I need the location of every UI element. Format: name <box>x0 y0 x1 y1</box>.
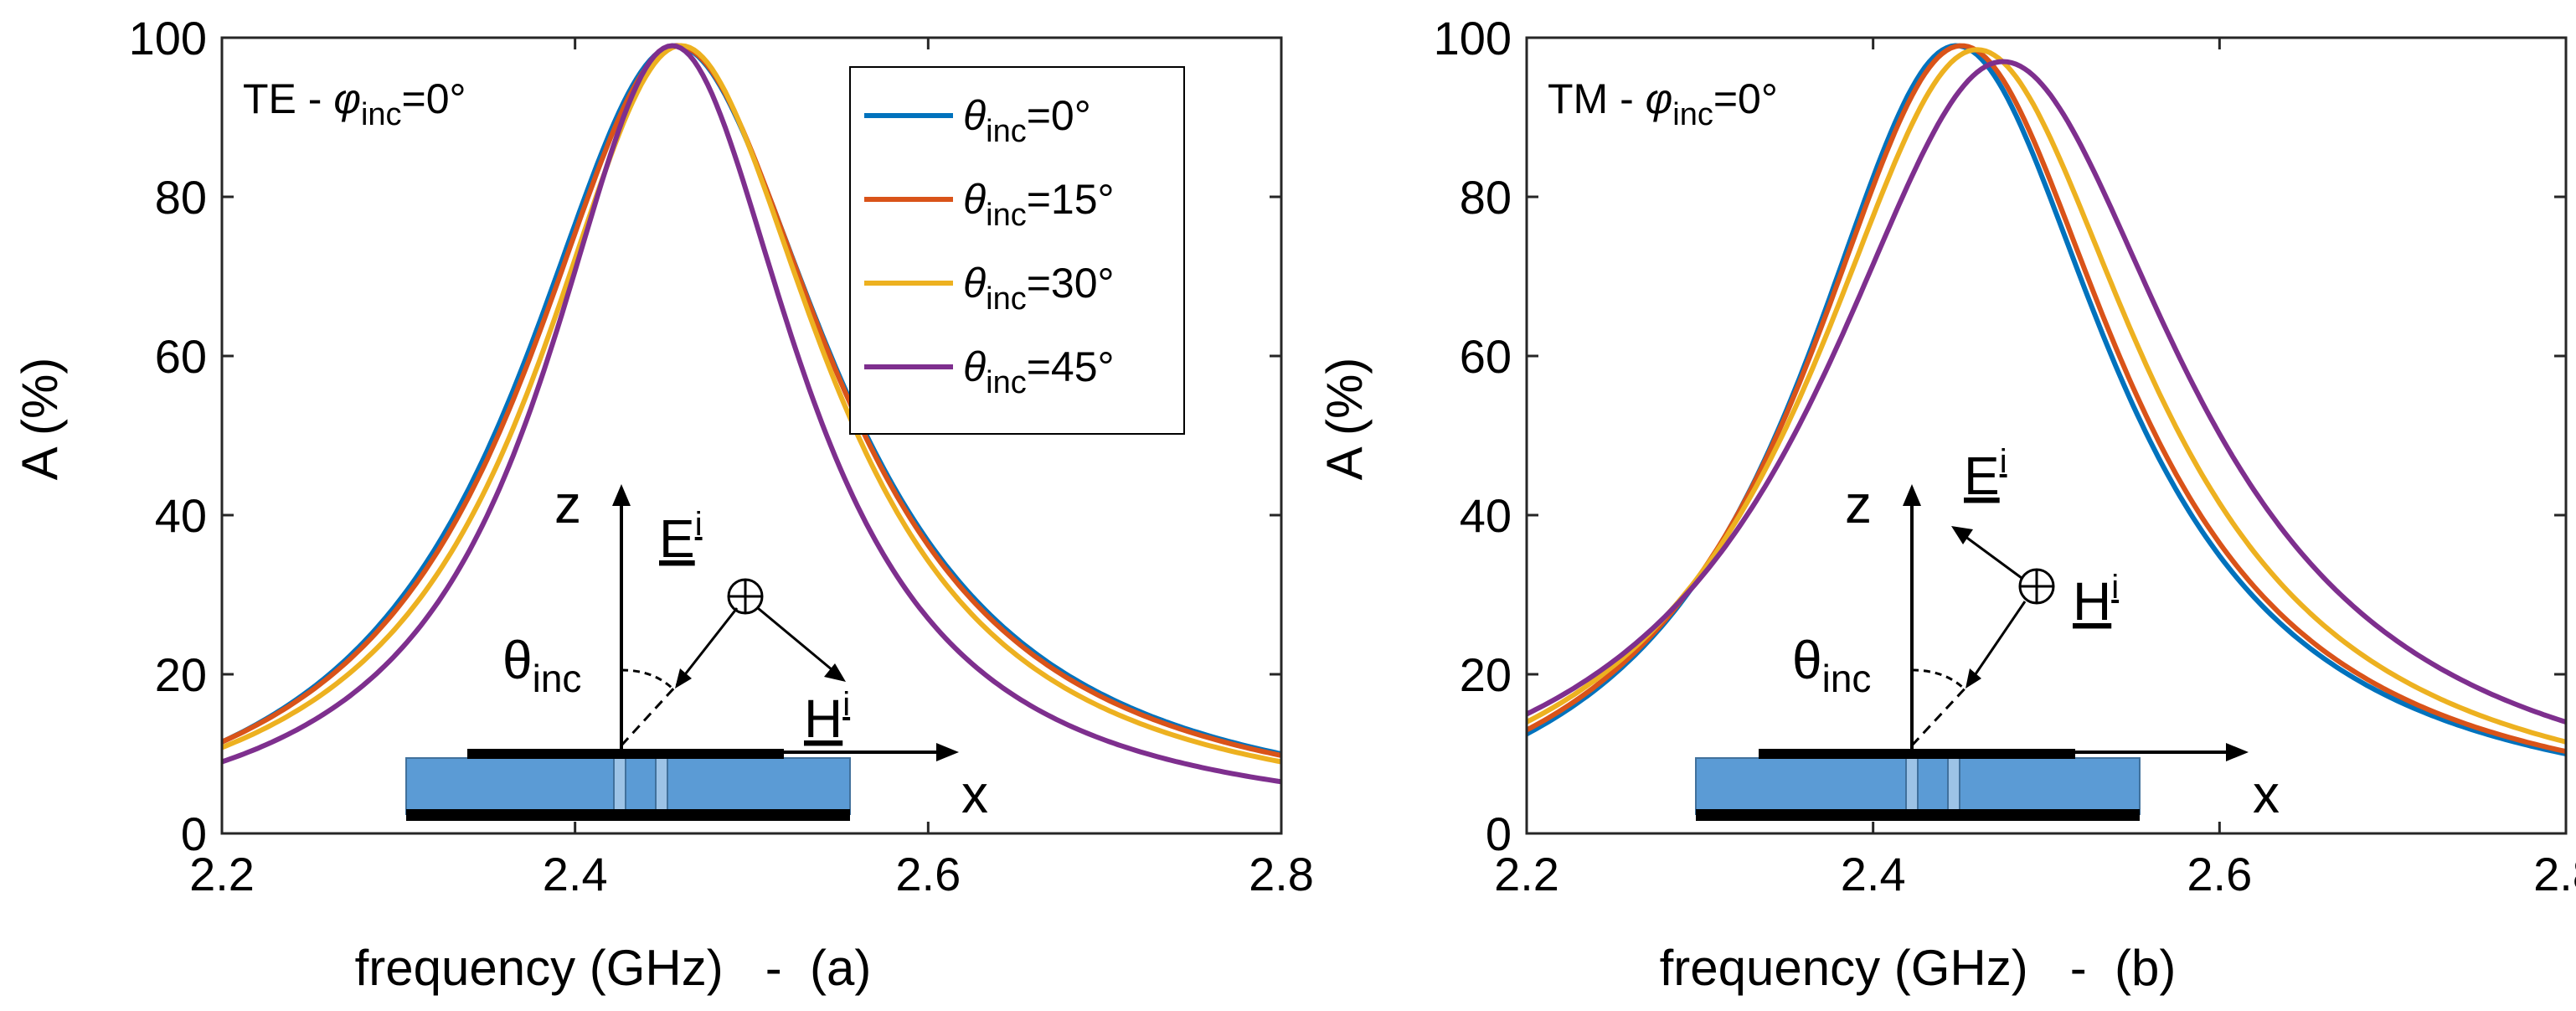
h-field-label: Hi <box>804 686 850 749</box>
e-field-arrow <box>1964 534 2022 580</box>
h-arrowhead <box>824 663 846 682</box>
ground-plane <box>406 809 850 821</box>
y-tick-label: 20 <box>1460 648 1512 701</box>
z-arrowhead <box>1903 484 1921 506</box>
series-line <box>221 43 1282 785</box>
chart-panel-a: A (%) frequency (GHz) - (a) 2.2 2.4 2.6 2.8… <box>12 12 1314 996</box>
x-tick-label: 2.6 <box>895 848 961 900</box>
polarization-annotation: TM - φinc=0° <box>1548 75 1778 132</box>
inset-diagram: z x θinc Ei Hi <box>1695 443 2280 824</box>
y-tick-label: 40 <box>1460 489 1512 542</box>
legend-box <box>849 66 1185 435</box>
y-tick-label: 100 <box>129 12 207 64</box>
tick-group: 2.2 2.4 2.6 2.8 0 20 40 60 80 100 <box>129 12 1314 900</box>
legend-label: θinc=0° <box>963 92 1091 149</box>
tick-group: 2.2 2.4 2.6 2.8 0 20 40 60 80 100 <box>1434 12 2576 900</box>
x-axis-label: frequency (GHz) - (a) <box>355 940 872 996</box>
axes-box <box>1525 36 2568 835</box>
legend-label: θinc=30° <box>963 260 1115 317</box>
theta-arc <box>621 668 674 690</box>
theta-label: θinc <box>1792 630 1871 700</box>
incidence-dashed-line <box>620 683 678 747</box>
substrate-bar <box>405 757 851 815</box>
x-arrowhead <box>936 743 959 761</box>
x-tick-label: 2.2 <box>189 848 255 900</box>
y-tick-label: 60 <box>155 330 207 383</box>
z-label: z <box>554 474 581 534</box>
inset-diagram: z x θinc Ei Hi <box>405 474 988 824</box>
series-line <box>1525 59 2567 725</box>
x-tick-label: 2.6 <box>2187 848 2252 900</box>
x-label: x <box>961 764 988 824</box>
via-right <box>1947 757 1960 815</box>
curve-group <box>220 43 1282 785</box>
incidence-ray <box>675 607 739 686</box>
x-tick-label: 2.8 <box>1249 848 1314 900</box>
e-arrowhead <box>1951 526 1973 544</box>
y-axis-label: A (%) <box>1316 358 1373 481</box>
series-line <box>1525 47 2567 745</box>
y-tick-label: 20 <box>155 648 207 701</box>
z-arrowhead <box>612 484 631 506</box>
z-label: z <box>1845 474 1872 534</box>
incidence-ray <box>1966 601 2027 686</box>
e-field-label: Ei <box>1964 443 2007 506</box>
y-tick-label: 80 <box>1460 171 1512 224</box>
axes-box <box>220 36 1283 835</box>
theta-arc <box>1911 668 1965 690</box>
legend-label: θinc=45° <box>963 343 1115 400</box>
x-tick-label: 2.8 <box>2533 848 2576 900</box>
y-axis-label: A (%) <box>12 358 68 481</box>
x-tick-label: 2.4 <box>1841 848 1906 900</box>
legend: θinc=0° θinc=15° θinc=30° θinc=45° <box>849 66 1185 435</box>
incidence-arrowhead <box>675 668 692 689</box>
incidence-arrowhead <box>1965 668 1981 689</box>
y-tick-label: 60 <box>1460 330 1512 383</box>
legend-label: θinc=15° <box>963 176 1115 233</box>
polarization-annotation: TE - φinc=0° <box>243 75 466 132</box>
x-arrowhead <box>2226 743 2249 761</box>
y-tick-label: 80 <box>155 171 207 224</box>
series-line <box>220 43 1282 765</box>
series-line <box>1525 43 2567 755</box>
y-tick-label: 0 <box>181 807 207 860</box>
via-left <box>613 757 626 815</box>
x-tick-label: 2.2 <box>1494 848 1559 900</box>
h-field-arrow <box>757 606 833 672</box>
y-tick-label: 100 <box>1434 12 1512 64</box>
h-field-label: Hi <box>2073 569 2119 632</box>
theta-label: θinc <box>502 630 581 700</box>
curve-group <box>1525 43 2567 756</box>
via-left <box>1905 757 1919 815</box>
x-axis-label: frequency (GHz) - (b) <box>1660 940 2177 996</box>
via-right <box>655 757 668 815</box>
ground-plane <box>1696 809 2140 821</box>
x-label: x <box>2253 764 2280 824</box>
y-tick-label: 40 <box>155 489 207 542</box>
x-tick-label: 2.4 <box>543 848 608 900</box>
y-tick-label: 0 <box>1486 807 1512 860</box>
incidence-dashed-line <box>1910 683 1970 747</box>
chart-panel-b: A (%) frequency (GHz) - (b) 2.2 2.4 2.6 2.8… <box>1316 12 2576 996</box>
e-field-label: Ei <box>659 506 703 569</box>
